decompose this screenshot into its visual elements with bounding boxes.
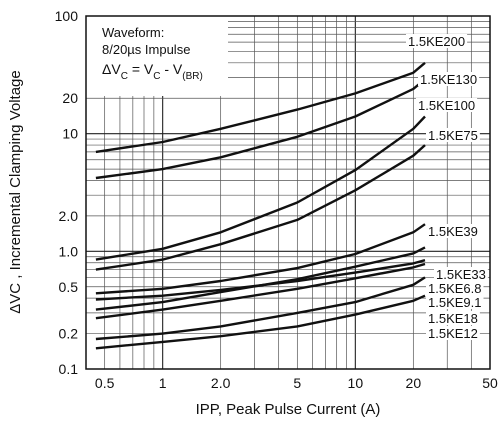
y-tick-label: 0.5 <box>59 279 79 295</box>
series-line <box>95 144 426 271</box>
x-tick-label: 5 <box>293 375 301 391</box>
series-label: 1.5KE100 <box>418 98 475 113</box>
series-label: 1.5KE6.8 <box>428 281 482 296</box>
series-line <box>95 262 426 320</box>
series-label: 1.5KE130 <box>420 72 477 87</box>
series-label: 1.5KE39 <box>428 224 478 239</box>
x-tick-label: 10 <box>348 375 364 391</box>
y-axis-title: ΔVC , Incremental Clamping Voltage <box>7 70 24 313</box>
series-label: 1.5KE33 <box>436 267 486 282</box>
x-tick-label: 0.5 <box>95 375 115 391</box>
series-label-bg <box>406 34 468 48</box>
series-label: 1.5KE12 <box>428 326 478 341</box>
x-tick-label: 1 <box>159 375 167 391</box>
y-tick-label: 0.1 <box>59 361 79 377</box>
x-tick-label: 2.0 <box>211 375 231 391</box>
series-label: 1.5KE200 <box>408 34 465 49</box>
annotation-line-2: 8/20µs Impulse <box>102 42 190 57</box>
series-line <box>95 276 426 341</box>
series-label-bg <box>426 128 480 142</box>
series-label-bg <box>434 267 488 281</box>
series-label: 1.5KE9.1 <box>428 295 482 310</box>
series-line <box>95 246 426 311</box>
series-label: 1.5KE75 <box>428 128 478 143</box>
series-line <box>95 78 426 180</box>
plot-frame <box>85 15 491 370</box>
tick-labels: 0.5 1 2.0 5 10 20 50 0.1 0.2 0.5 1.0 2.0 10 20 100 <box>55 8 498 391</box>
series-label-bg <box>426 311 480 325</box>
series-label-bg <box>426 281 484 295</box>
annotation-box <box>86 16 228 96</box>
series-label-bg <box>426 326 480 340</box>
series-line <box>95 294 426 350</box>
series-label: 1.5KE18 <box>428 311 478 326</box>
series-line <box>95 259 426 301</box>
x-axis-title: IPP, Peak Pulse Current (A) <box>196 401 381 418</box>
y-tick-label: 20 <box>62 90 78 106</box>
series-line <box>95 115 426 261</box>
series-label-bg <box>426 224 480 238</box>
y-tick-label: 100 <box>55 8 79 24</box>
x-tick-label: 20 <box>406 375 422 391</box>
series-line <box>95 223 426 295</box>
series-label-bg <box>426 295 484 309</box>
y-tick-label: 0.2 <box>59 326 79 342</box>
series-group <box>95 61 426 350</box>
y-tick-label: 10 <box>62 126 78 142</box>
y-tick-label: 2.0 <box>59 208 79 224</box>
series-line <box>95 61 426 154</box>
annotation-line-1: Waveform: <box>102 25 164 40</box>
series-label-bg <box>416 98 478 112</box>
y-tick-label: 1.0 <box>59 243 79 259</box>
series-labels: 1.5KE200 1.5KE130 1.5KE100 1.5KE75 1.5KE39 1.… <box>406 34 488 341</box>
annotation-line-3: ΔVC = VC - V(BR) <box>102 61 203 82</box>
x-tick-label: 50 <box>482 375 498 391</box>
series-label-bg <box>418 72 480 86</box>
